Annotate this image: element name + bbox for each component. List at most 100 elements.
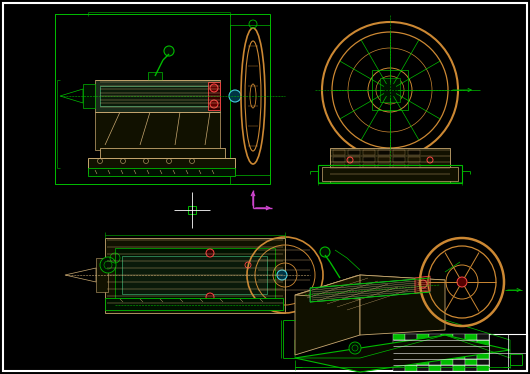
Bar (417, 340, 429, 346)
Bar (348, 150, 360, 155)
Bar (148, 72, 162, 80)
Bar (453, 359, 465, 365)
Bar (441, 340, 453, 346)
Bar (378, 157, 390, 162)
Polygon shape (310, 278, 430, 302)
Bar (348, 157, 360, 162)
Bar (465, 346, 477, 353)
Bar (333, 171, 345, 176)
Bar (465, 334, 477, 340)
Circle shape (100, 257, 116, 273)
Bar (465, 353, 477, 359)
Bar (465, 359, 477, 365)
Bar (393, 171, 405, 176)
Bar (393, 150, 405, 155)
Circle shape (206, 293, 214, 301)
Bar (429, 334, 441, 340)
Circle shape (210, 100, 218, 108)
Bar (417, 346, 429, 353)
Bar (393, 157, 405, 162)
Bar (405, 340, 417, 346)
Bar (105, 238, 285, 313)
Bar (100, 148, 225, 168)
Bar (477, 340, 489, 346)
Bar (429, 359, 441, 365)
Bar (477, 365, 489, 371)
Bar (453, 334, 465, 340)
Bar (333, 164, 345, 169)
Bar (465, 340, 477, 346)
Bar (105, 298, 283, 310)
Bar (380, 78, 400, 102)
Bar (378, 164, 390, 169)
Bar (363, 150, 375, 155)
Bar (393, 334, 405, 340)
Bar (429, 340, 441, 346)
Bar (330, 148, 450, 183)
Bar (477, 346, 489, 353)
Bar (88, 168, 235, 176)
Bar (453, 365, 465, 371)
Polygon shape (360, 275, 445, 335)
Bar (477, 353, 489, 359)
Bar (378, 171, 390, 176)
Bar (333, 150, 345, 155)
Bar (417, 334, 429, 340)
Bar (408, 157, 420, 162)
Bar (122, 256, 267, 294)
Bar (408, 164, 420, 169)
Polygon shape (95, 112, 220, 150)
Bar (477, 359, 489, 365)
Bar (417, 359, 429, 365)
Ellipse shape (457, 277, 467, 287)
Bar (230, 25, 270, 175)
Bar (378, 150, 390, 155)
Bar (417, 365, 429, 371)
Polygon shape (295, 275, 360, 355)
Circle shape (349, 342, 361, 354)
Bar (115, 248, 275, 303)
Bar (417, 353, 429, 359)
Bar (393, 340, 405, 346)
Bar (429, 365, 441, 371)
Bar (453, 353, 465, 359)
Bar (88, 158, 235, 173)
Bar (393, 346, 405, 353)
Bar (55, 14, 230, 184)
Bar (393, 334, 527, 371)
Bar (100, 86, 215, 106)
Bar (188, 206, 196, 214)
Bar (405, 346, 417, 353)
Bar (441, 334, 453, 340)
Bar (96, 258, 108, 292)
Circle shape (164, 46, 174, 56)
Bar (441, 353, 453, 359)
Bar (393, 359, 405, 365)
Circle shape (320, 247, 330, 257)
Bar (453, 346, 465, 353)
Circle shape (385, 85, 395, 95)
Bar (441, 359, 453, 365)
Bar (372, 70, 408, 110)
Bar (453, 340, 465, 346)
Bar (393, 353, 405, 359)
Bar (405, 353, 417, 359)
Bar (318, 165, 462, 183)
Circle shape (229, 90, 241, 102)
Bar (465, 365, 477, 371)
Bar (333, 157, 345, 162)
Bar (322, 167, 458, 181)
Circle shape (277, 270, 287, 280)
Bar (441, 365, 453, 371)
Bar (348, 164, 360, 169)
Bar (363, 157, 375, 162)
Bar (405, 359, 417, 365)
Bar (83, 84, 95, 108)
Bar (405, 334, 417, 340)
Bar (95, 80, 220, 112)
Bar (441, 346, 453, 353)
Bar (429, 346, 441, 353)
Circle shape (206, 249, 214, 257)
Bar (393, 164, 405, 169)
Bar (429, 353, 441, 359)
